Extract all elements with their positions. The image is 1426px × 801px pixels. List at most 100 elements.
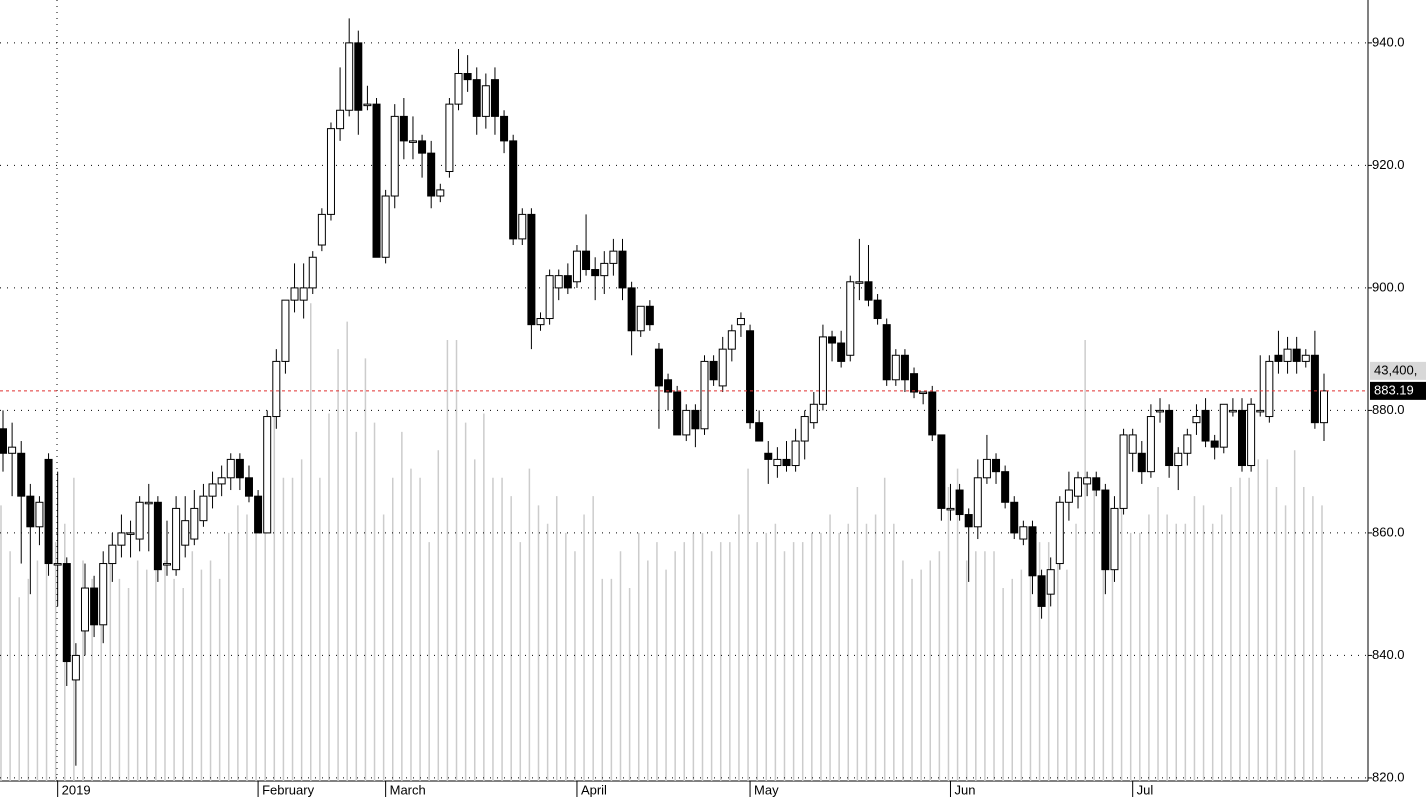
volume-label-box (1370, 361, 1426, 380)
candle-body (800, 416, 809, 442)
candle-body (1265, 360, 1274, 418)
candle-body (1247, 403, 1256, 467)
x-tick-label: Jul (1137, 782, 1154, 797)
candle-body (791, 440, 800, 467)
candle-body (955, 489, 964, 516)
candle-body (126, 532, 135, 535)
candle-body (500, 115, 509, 142)
y-tick-label: 920.0 (1372, 157, 1405, 172)
candle-body (1046, 569, 1055, 595)
candle-body (108, 544, 117, 565)
x-tick-label: April (581, 782, 607, 797)
x-tick-label: March (390, 782, 426, 797)
candle-body (490, 79, 499, 117)
candle-body (736, 318, 745, 326)
candle-body (764, 452, 773, 460)
candle-body (1110, 507, 1119, 571)
candle-body (71, 654, 80, 681)
last-price-label: 883.19 (1374, 382, 1414, 397)
candle-body (536, 318, 545, 326)
candle-body (172, 507, 181, 571)
candle-body (1083, 477, 1092, 485)
candle-body (299, 287, 308, 301)
candle-body (627, 287, 636, 332)
x-tick-label: 2019 (62, 782, 91, 797)
candle-body (381, 195, 390, 258)
candle-body (472, 79, 481, 117)
candle-body (1037, 575, 1046, 607)
candle-body (1074, 477, 1083, 497)
candle-body (727, 330, 736, 350)
candle-body (600, 262, 609, 277)
candle-body (390, 115, 399, 197)
candle-body (992, 458, 1001, 473)
y-tick-label: 840.0 (1372, 647, 1405, 662)
candle-body (1174, 452, 1183, 467)
candle-body (117, 532, 126, 546)
candle-body (1228, 409, 1237, 413)
candle-body (1183, 434, 1192, 454)
candle-body (317, 213, 326, 246)
volume-label: 43,400, (1374, 362, 1417, 377)
candle-body (1019, 526, 1028, 540)
candle-body (527, 213, 536, 326)
candle-body (26, 495, 35, 528)
candle-body (199, 495, 208, 522)
candle-body (928, 391, 937, 436)
y-tick-label: 860.0 (1372, 524, 1405, 539)
candle-body (591, 269, 600, 277)
candle-body (1128, 434, 1137, 454)
candle-body (244, 477, 253, 497)
candle-body (682, 409, 691, 436)
candle-body (809, 403, 818, 424)
candle-body (1165, 409, 1174, 467)
candle-body (755, 422, 764, 442)
candle-body (463, 73, 472, 81)
candle-body (208, 483, 217, 497)
candle-body (946, 507, 955, 511)
candle-body (518, 213, 527, 240)
candle-body (973, 477, 982, 528)
candle-body (1119, 434, 1128, 509)
y-tick-label: 880.0 (1372, 402, 1405, 417)
x-tick-label: Jun (954, 782, 975, 797)
candle-body (408, 140, 417, 143)
candle-body (673, 391, 682, 436)
candle-body (873, 299, 882, 320)
candle-body (1256, 409, 1265, 413)
candle-body (144, 501, 153, 505)
candle-body (782, 458, 791, 467)
candle-body (1092, 477, 1101, 491)
candle-body (509, 140, 518, 240)
y-tick-label: 820.0 (1372, 769, 1405, 784)
candle-body (8, 446, 17, 454)
candle-body (654, 348, 663, 387)
candle-body (418, 140, 427, 154)
candle-body (254, 495, 263, 534)
candle-body (645, 305, 654, 326)
candle-body (891, 354, 900, 381)
candle-body (326, 128, 335, 215)
candle-body (545, 275, 554, 320)
candle-body (572, 250, 581, 283)
candle-body (1028, 526, 1037, 577)
candle-body (336, 109, 345, 130)
candle-body (427, 152, 436, 197)
candle-body (62, 563, 71, 663)
candle-body (1201, 409, 1210, 442)
candle-body (1301, 354, 1310, 362)
candle-body (746, 330, 755, 424)
candle-body (1238, 409, 1247, 467)
candle-body (290, 287, 299, 301)
candle-body (709, 360, 718, 381)
candle-body (582, 250, 591, 271)
candle-body (636, 305, 645, 332)
candle-body (354, 42, 363, 111)
candle-body (80, 587, 89, 632)
candle-body (1156, 409, 1165, 413)
candle-body (900, 354, 909, 381)
candle-body (1283, 348, 1292, 362)
candle-body (1310, 354, 1319, 424)
candle-body (837, 342, 846, 362)
